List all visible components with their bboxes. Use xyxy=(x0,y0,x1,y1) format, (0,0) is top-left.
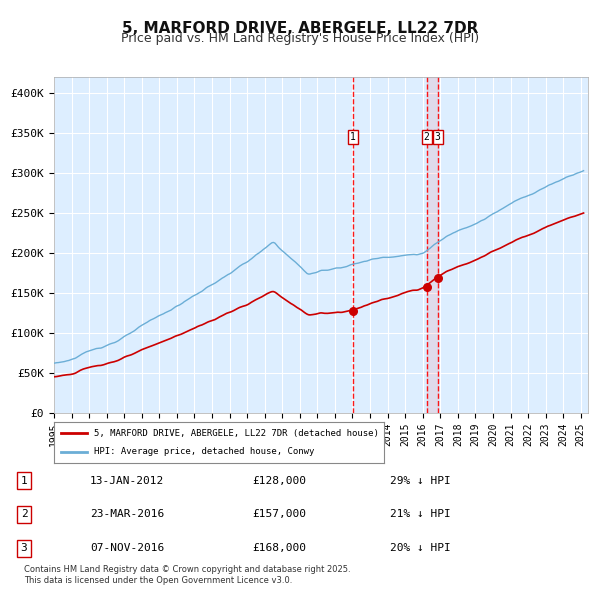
Text: 5, MARFORD DRIVE, ABERGELE, LL22 7DR: 5, MARFORD DRIVE, ABERGELE, LL22 7DR xyxy=(122,21,478,35)
Point xyxy=(433,274,442,283)
Point xyxy=(348,306,358,315)
Text: 13-JAN-2012: 13-JAN-2012 xyxy=(90,476,164,486)
Text: Contains HM Land Registry data © Crown copyright and database right 2025.
This d: Contains HM Land Registry data © Crown c… xyxy=(24,565,350,585)
Point xyxy=(422,283,431,292)
Text: £157,000: £157,000 xyxy=(252,510,306,519)
Text: 07-NOV-2016: 07-NOV-2016 xyxy=(90,543,164,553)
Text: 29% ↓ HPI: 29% ↓ HPI xyxy=(390,476,451,486)
Text: 5, MARFORD DRIVE, ABERGELE, LL22 7DR (detached house): 5, MARFORD DRIVE, ABERGELE, LL22 7DR (de… xyxy=(94,429,379,438)
Bar xyxy=(427,77,437,413)
Text: Price paid vs. HM Land Registry's House Price Index (HPI): Price paid vs. HM Land Registry's House … xyxy=(121,32,479,45)
Text: 2: 2 xyxy=(20,510,28,519)
Text: 1: 1 xyxy=(20,476,28,486)
Text: 2: 2 xyxy=(424,132,430,142)
Text: £128,000: £128,000 xyxy=(252,476,306,486)
Text: 3: 3 xyxy=(20,543,28,553)
Text: 23-MAR-2016: 23-MAR-2016 xyxy=(90,510,164,519)
Text: 1: 1 xyxy=(350,132,356,142)
Text: 3: 3 xyxy=(435,132,440,142)
Text: HPI: Average price, detached house, Conwy: HPI: Average price, detached house, Conw… xyxy=(94,447,314,456)
Text: 20% ↓ HPI: 20% ↓ HPI xyxy=(390,543,451,553)
Text: £168,000: £168,000 xyxy=(252,543,306,553)
Text: 21% ↓ HPI: 21% ↓ HPI xyxy=(390,510,451,519)
